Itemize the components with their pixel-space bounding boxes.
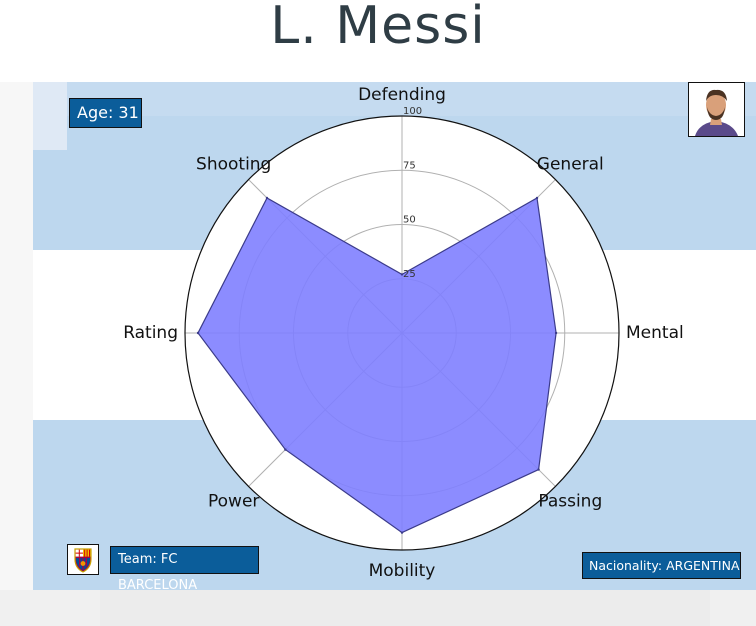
radar-point-passing [537, 468, 540, 471]
flag-top-corner-tile [33, 82, 67, 150]
radar-category-label-general: General [537, 155, 604, 175]
flag-base-band-inner [100, 590, 710, 626]
radar-point-defending [400, 273, 404, 276]
nationality-badge: Nacionality: ARGENTINA [582, 552, 741, 579]
radar-point-shooting [265, 196, 269, 200]
radar-tick-label: 25 [403, 269, 416, 280]
radar-series [184, 115, 620, 551]
radar-point-general [535, 196, 539, 200]
radar-outer-ring [184, 115, 620, 551]
radar-category-label-power: Power [208, 491, 259, 511]
radar-category-label-rating: Rating [123, 323, 178, 343]
radar-category-label-mobility: Mobility [369, 561, 436, 581]
fc-barcelona-crest-icon [67, 544, 99, 575]
radar-category-label-defending: Defending [358, 85, 446, 105]
radar-tick-label: 100 [403, 106, 422, 117]
radar-category-label-mental: Mental [626, 323, 684, 343]
page-title: L. Messi [270, 0, 486, 56]
radar-tick-label: 50 [403, 215, 416, 226]
radar-category-label-shooting: Shooting [196, 155, 271, 175]
radar-point-power [284, 448, 287, 451]
age-badge: Age: 31 [69, 98, 142, 128]
player-photo-icon [688, 82, 745, 137]
radar-category-label-passing: Passing [538, 491, 602, 511]
team-badge: Team: FC BARCELONA [110, 546, 259, 593]
radar-tick-label: 75 [403, 160, 416, 171]
radar-point-mobility [400, 531, 404, 534]
radar-point-rating [196, 331, 200, 335]
radar-point-mental [554, 331, 558, 335]
flag-top-band-light [67, 82, 756, 116]
